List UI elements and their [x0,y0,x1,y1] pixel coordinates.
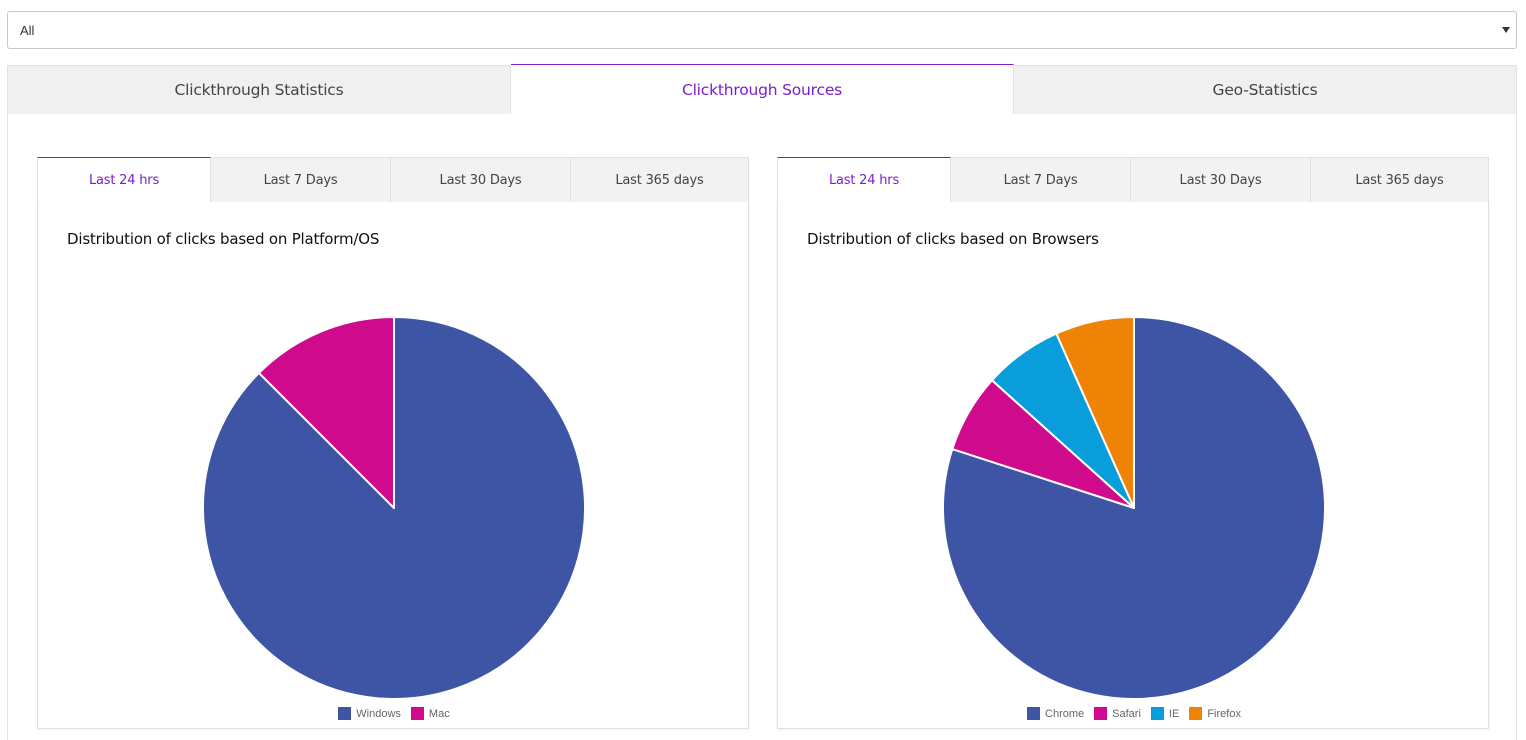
platform-pie-chart [202,316,586,700]
legend-swatch-ie [1150,707,1164,720]
platform-chart-title: Distribution of clicks based on Platform… [67,230,380,248]
browser-period-tabs: Last 24 hrs Last 7 Days Last 30 Days Las… [777,157,1489,203]
legend-label-chrome: Chrome [1045,707,1085,720]
pie-slice-firefox[interactable] [1055,316,1135,509]
legend-item-chrome[interactable]: Chrome [1027,707,1084,720]
browsers-panel: Last 24 hrs Last 7 Days Last 30 Days Las… [777,157,1489,729]
browser-chart-title: Distribution of clicks based on Browsers [807,230,1099,248]
legend-label-mac: Mac [428,707,450,720]
main-tab-bar: Clickthrough Statistics Clickthrough Sou… [7,64,1517,115]
platform-legend: Windows Mac [38,707,750,720]
legend-item-ie[interactable]: IE [1150,707,1180,720]
legend-item-mac[interactable]: Mac [410,707,450,720]
browser-pie-chart [942,316,1326,700]
platform-tab-last-365-days[interactable]: Last 365 days [571,157,749,203]
browser-tab-last-365-days[interactable]: Last 365 days [1311,157,1489,203]
platform-chart-card: Distribution of clicks based on Platform… [37,202,749,729]
browser-tab-last-30-days[interactable]: Last 30 Days [1131,157,1311,203]
platform-tab-last-24-hrs[interactable]: Last 24 hrs [37,157,211,203]
legend-swatch-mac [410,707,424,720]
pie-slice-chrome[interactable] [942,316,1326,700]
browser-chart-card: Distribution of clicks based on Browsers… [777,202,1489,729]
legend-label-firefox: Firefox [1207,707,1241,720]
tab-clickthrough-statistics[interactable]: Clickthrough Statistics [7,65,511,114]
legend-swatch-chrome [1027,707,1041,720]
tab-clickthrough-sources[interactable]: Clickthrough Sources [511,64,1014,115]
pie-slice-mac[interactable] [257,316,395,509]
legend-item-firefox[interactable]: Firefox [1189,707,1241,720]
browser-legend: Chrome Safari IE Firefox [778,707,1490,720]
legend-swatch-firefox [1189,707,1203,720]
legend-swatch-windows [338,707,352,720]
legend-swatch-safari [1094,707,1108,720]
chevron-down-icon[interactable] [1502,27,1510,33]
legend-label-windows: Windows [356,707,401,720]
source-filter-select[interactable]: All [7,11,1517,49]
source-filter-value: All [20,22,35,38]
legend-item-windows[interactable]: Windows [338,707,401,720]
pie-slice-windows[interactable] [202,316,586,700]
platform-os-panel: Last 24 hrs Last 7 Days Last 30 Days Las… [37,157,749,729]
legend-label-safari: Safari [1112,707,1141,720]
tab-geo-statistics[interactable]: Geo-Statistics [1014,65,1517,114]
platform-tab-last-7-days[interactable]: Last 7 Days [211,157,391,203]
browser-tab-last-24-hrs[interactable]: Last 24 hrs [777,157,951,203]
legend-label-ie: IE [1168,707,1180,720]
platform-period-tabs: Last 24 hrs Last 7 Days Last 30 Days Las… [37,157,749,203]
browser-tab-last-7-days[interactable]: Last 7 Days [951,157,1131,203]
legend-item-safari[interactable]: Safari [1094,707,1141,720]
platform-tab-last-30-days[interactable]: Last 30 Days [391,157,571,203]
